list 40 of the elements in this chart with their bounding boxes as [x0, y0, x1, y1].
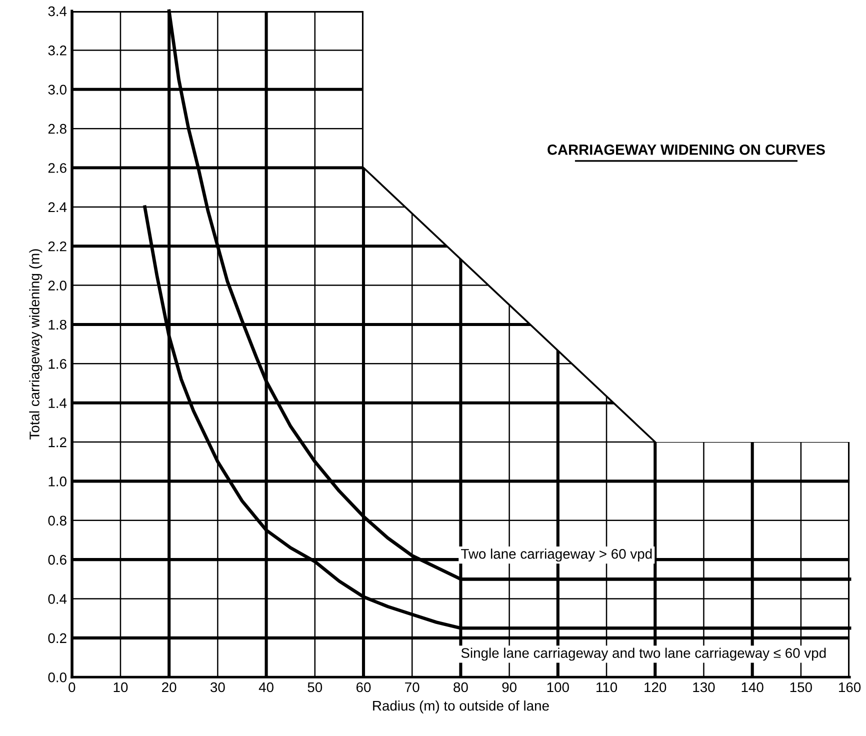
- y-tick-label: 2.4: [48, 202, 67, 212]
- y-tick-label: 2.2: [48, 241, 66, 252]
- y-tick-label: 3.4: [48, 6, 67, 16]
- y-tick-label: 0.6: [48, 554, 66, 565]
- x-tick-label: 80: [454, 682, 468, 692]
- x-tick-label: 150: [790, 682, 812, 692]
- y-tick-label: 0.2: [48, 633, 66, 644]
- y-tick-label: 0.4: [48, 594, 67, 604]
- y-tick-label: 1.0: [48, 476, 66, 486]
- series-label: Single lane carriageway and two lane carriageway ≤ 60 vpd: [461, 648, 826, 661]
- y-axis-title: Total carriageway widening (m): [29, 249, 42, 440]
- y-tick-label: 1.2: [48, 437, 66, 448]
- y-tick-label: 2.6: [48, 163, 66, 173]
- x-tick-label: 30: [210, 682, 225, 692]
- text: CARRIAGEWAY WIDENING ON CURVES: [548, 144, 825, 155]
- x-tick-label: 20: [162, 682, 176, 692]
- x-tick-label: 10: [114, 682, 128, 692]
- x-tick-label: 0: [68, 682, 76, 692]
- y-tick-label: 2.8: [48, 124, 66, 134]
- x-tick-label: 130: [693, 682, 715, 692]
- x-tick-label: 90: [502, 682, 516, 692]
- y-tick-label: 2.0: [48, 280, 66, 290]
- x-tick-label: 140: [742, 682, 764, 692]
- x-tick-label: 160: [839, 682, 861, 692]
- x-axis-title: Radius (m) to outside of lane: [373, 700, 549, 714]
- series-label: Two lane carriageway > 60 vpd: [461, 548, 652, 562]
- y-tick-label: 3.0: [48, 84, 66, 95]
- y-tick-label: 1.4: [48, 398, 67, 408]
- x-tick-label: 60: [356, 682, 371, 692]
- x-tick-label: 40: [258, 682, 274, 692]
- y-tick-label: 1.8: [48, 320, 66, 330]
- x-tick-label: 50: [308, 682, 322, 692]
- y-tick-label: 0.8: [48, 516, 66, 526]
- x-tick-label: 110: [596, 682, 618, 692]
- x-tick-label: 120: [644, 682, 666, 692]
- y-tick-label: 1.6: [48, 359, 66, 369]
- x-tick-label: 70: [405, 682, 420, 692]
- y-tick-label: 0.0: [48, 672, 66, 682]
- y-tick-label: 3.2: [48, 46, 66, 56]
- x-tick-label: 100: [547, 682, 569, 692]
